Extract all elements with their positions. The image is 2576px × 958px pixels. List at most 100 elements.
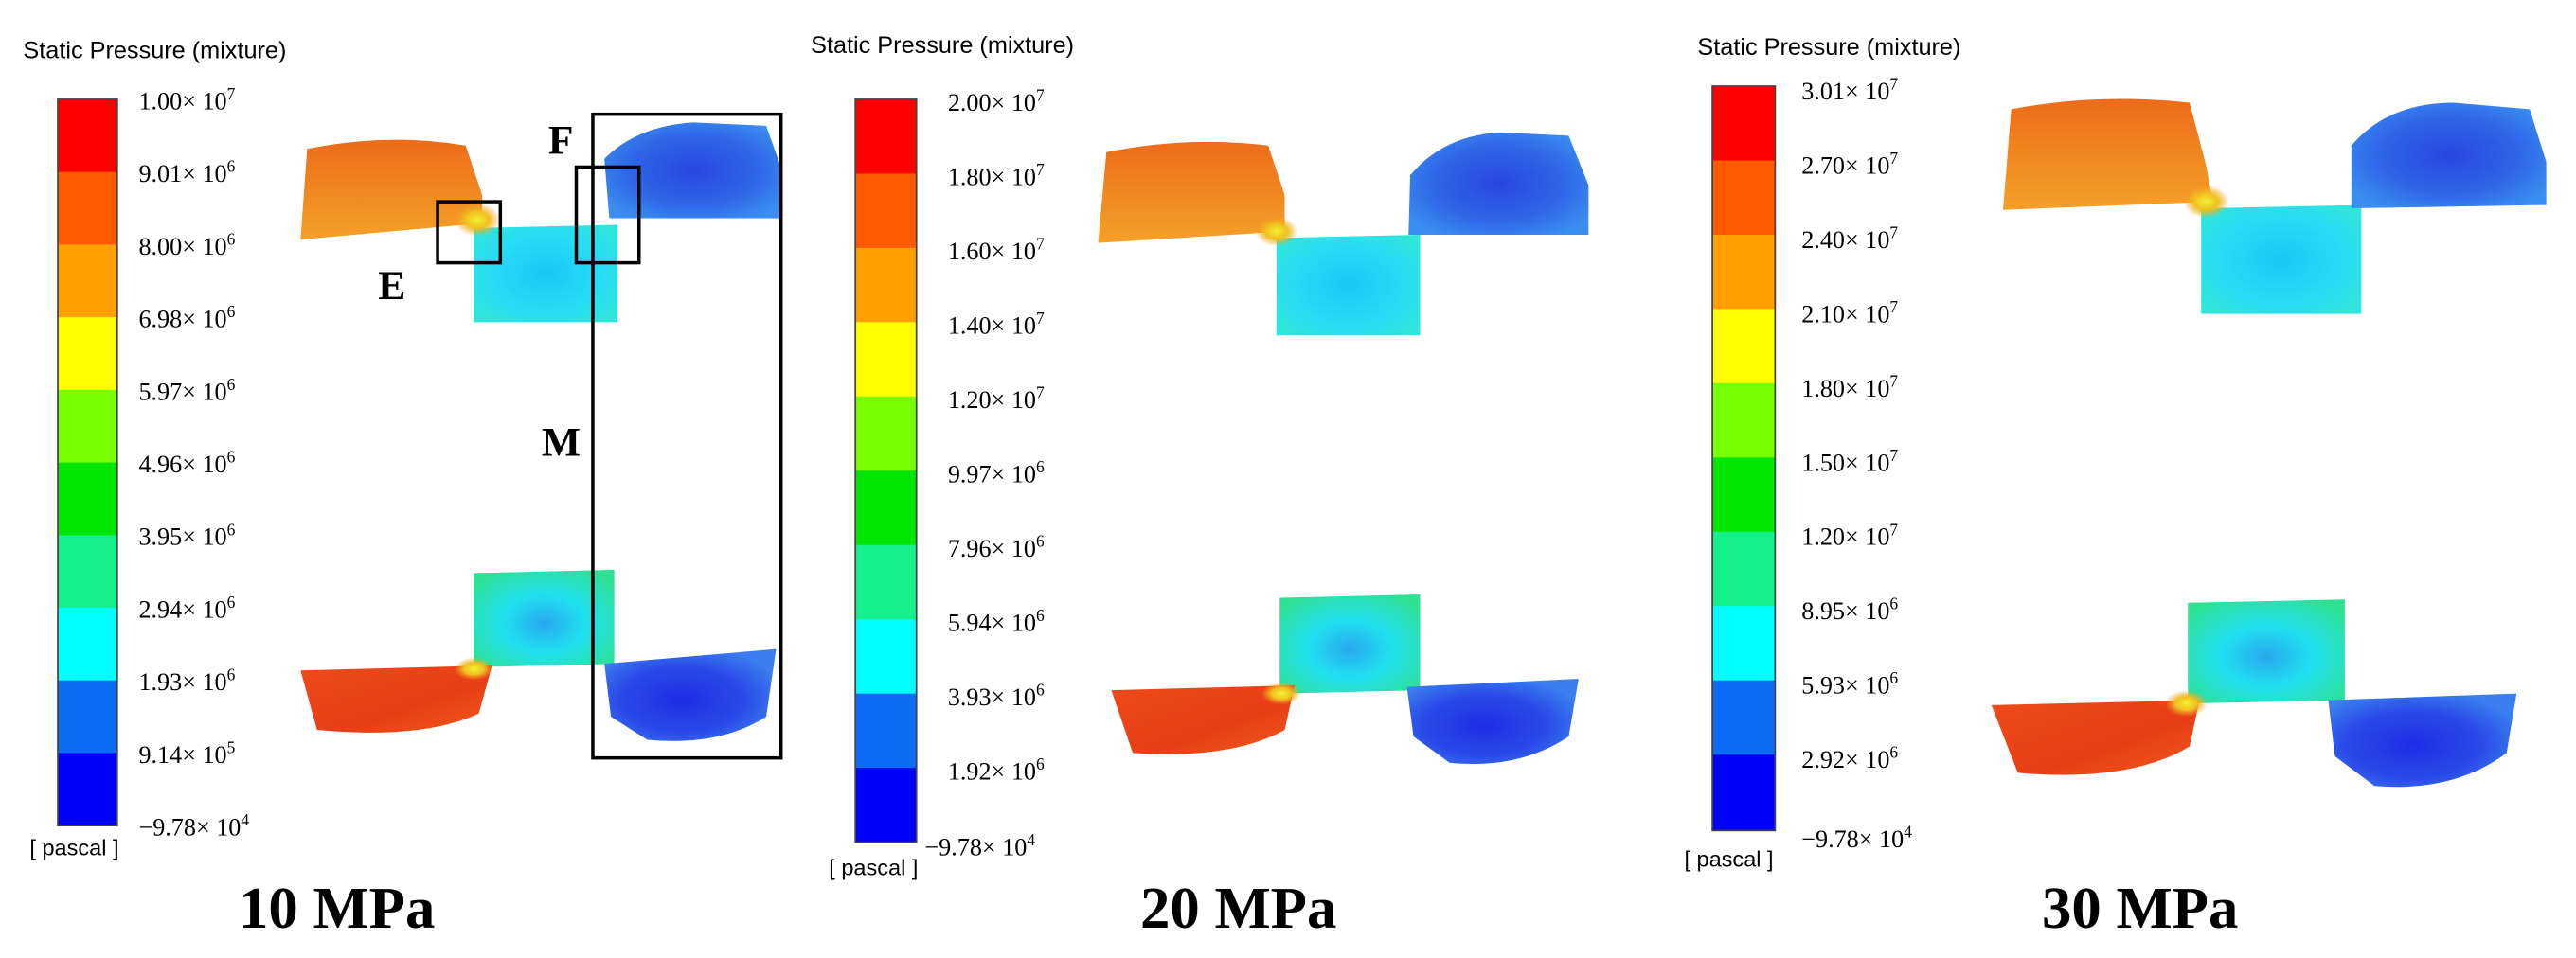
panel-caption: 10 MPa [239,875,435,941]
legend-tick-label: 7.96× 106 [948,531,1045,561]
upper-connecting-channel [474,224,618,323]
panel-caption: 20 MPa [1140,875,1336,941]
legend-swatch [1712,382,1776,460]
lower-connecting-channel [474,569,615,667]
annotation-label-f: F [548,118,574,164]
legend-tick-label: −9.78× 104 [138,810,249,841]
color-legend [854,98,918,843]
legend-title: Static Pressure (mixture) [23,37,286,63]
legend-tick-label: 1.40× 107 [948,309,1045,339]
legend-tick-label: 2.70× 107 [1801,149,1898,179]
legend-swatch [855,322,917,399]
legend-swatch [58,535,117,610]
legend-swatch [58,244,117,319]
legend-unit: [ pascal ] [29,836,118,860]
legend-swatch [58,608,117,683]
contour-plot [1098,132,1589,765]
legend-swatch [1712,457,1776,534]
legend-swatch [855,470,917,547]
legend-swatch [855,693,917,770]
legend-tick-label: 5.97× 106 [138,375,235,405]
legend-swatch [58,680,117,755]
legend-tick-label: 1.60× 107 [948,235,1045,265]
legend-swatch [58,389,117,465]
lower-left-chamber [1991,700,2200,775]
legend-tick-label: 1.80× 107 [1801,371,1898,401]
lower-right-chamber [1406,678,1579,765]
legend-tick-label: 4.96× 106 [138,448,235,478]
annotation-box-f [574,165,641,265]
legend-title: Static Pressure (mixture) [811,32,1074,59]
lower-connecting-channel [2188,599,2345,704]
legend-title: Static Pressure (mixture) [1697,34,1960,61]
legend-unit: [ pascal ] [1684,847,1773,872]
legend-swatch [855,768,917,843]
legend-tick-label: 3.01× 107 [1801,75,1898,105]
legend-tick-label: 1.93× 106 [138,665,235,696]
legend-swatch [58,98,117,174]
lower-connecting-channel [1279,594,1421,694]
upper-left-chamber [300,139,483,240]
legend-tick-label: 1.50× 107 [1801,446,1898,476]
annotation-box-m [591,112,783,760]
legend-swatch [855,619,917,696]
legend-tick-label: 1.20× 107 [948,383,1045,414]
legend-tick-label: −9.78× 104 [924,830,1035,860]
panel-10mpa: Static Pressure (mixture) 1.00× 107 9.01… [23,37,783,941]
legend-tick-label: 1.92× 106 [948,754,1045,785]
panel-30mpa: Static Pressure (mixture) 3.01× 107 2.70… [1684,34,2547,941]
panel-20mpa: Static Pressure (mixture) 2.00× 107 1.80… [811,32,1589,941]
legend-tick-label: 9.14× 105 [138,737,235,768]
legend-tick-label: 3.93× 106 [948,680,1045,710]
legend-tick-label: 3.95× 106 [138,520,235,550]
legend-swatch [855,98,917,176]
lower-left-chamber [300,665,492,733]
upper-right-chamber [604,122,783,219]
legend-swatch [58,317,117,392]
contour-plot [300,122,783,741]
panel-caption: 30 MPa [2042,875,2238,941]
lower-right-chamber [2328,693,2517,788]
legend-tick-label: 1.20× 107 [1801,520,1898,550]
legend-swatch [1712,86,1776,163]
legend-swatch [855,544,917,621]
upper-left-chamber [2002,98,2213,210]
legend-unit: [ pascal ] [829,855,918,879]
legend-swatch [855,247,917,325]
lower-right-chamber [604,648,777,741]
legend-swatch [1712,606,1776,683]
legend-swatch [58,753,117,826]
legend-swatch [1712,531,1776,608]
upper-connecting-channel [1276,234,1421,336]
legend-tick-label: 1.80× 107 [948,160,1045,190]
legend-swatch [855,173,917,250]
color-legend [1711,85,1777,832]
legend-swatch [1712,234,1776,311]
annotation-label-e: E [378,263,405,309]
color-legend [57,98,118,827]
legend-tick-label: 8.95× 106 [1801,594,1898,625]
upper-right-chamber [1408,132,1589,235]
annotation-box-e [436,200,503,265]
legend-swatch [58,462,117,538]
legend-tick-label: 2.94× 106 [138,593,235,623]
legend-swatch [1712,754,1776,831]
legend-tick-label: 2.10× 107 [1801,297,1898,328]
legend-swatch [1712,309,1776,385]
upper-left-chamber [1098,141,1285,243]
legend-tick-label: 5.93× 106 [1801,668,1898,699]
upper-connecting-channel [2201,204,2362,314]
legend-tick-label: 9.01× 106 [138,157,235,187]
legend-tick-label: 2.92× 106 [1801,743,1898,773]
annotation-label-m: M [542,420,581,466]
legend-tick-label: 9.97× 106 [948,457,1045,488]
legend-tick-label: 1.00× 107 [138,84,235,115]
legend-tick-label: 8.00× 106 [138,229,235,259]
legend-swatch [855,396,917,473]
legend-tick-label: −9.78× 104 [1801,822,1912,852]
legend-tick-label: 2.00× 107 [948,86,1045,116]
upper-right-chamber [2351,102,2547,209]
legend-swatch [1712,680,1776,756]
legend-tick-label: 2.40× 107 [1801,222,1898,253]
